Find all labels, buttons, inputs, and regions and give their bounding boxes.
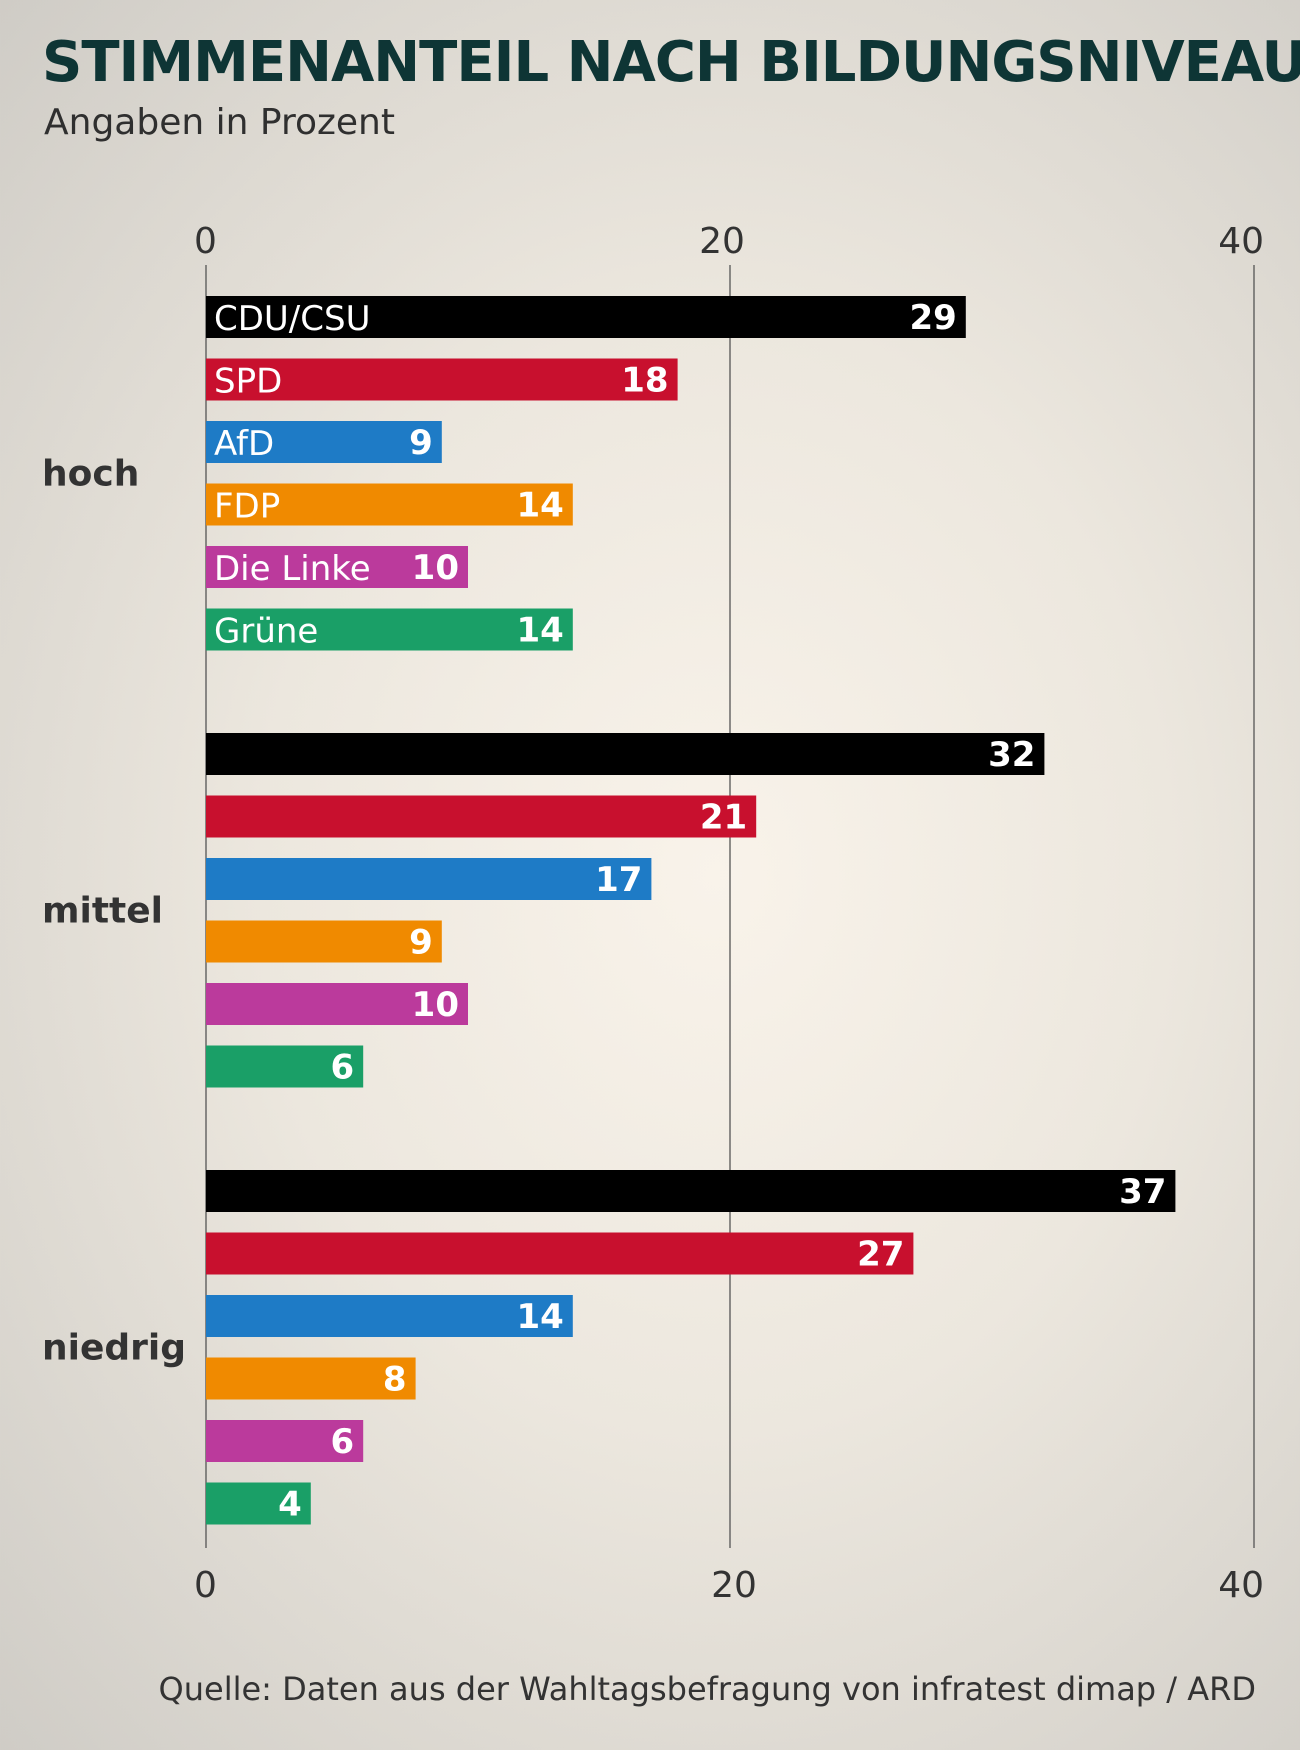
bar	[206, 795, 757, 838]
data-label: 37	[1119, 1172, 1166, 1212]
chart-title: STIMMENANTEIL NACH BILDUNGSNIVEAU	[42, 30, 1300, 95]
category-label: niedrig	[42, 1327, 186, 1368]
source-note: Quelle: Daten aus der Wahltagsbefragung …	[158, 1670, 1256, 1708]
bar	[206, 421, 442, 463]
series-label: AfD	[214, 424, 274, 464]
data-label: 6	[331, 1422, 355, 1462]
x-tick-label-bottom: 0	[194, 1565, 217, 1606]
data-label: 14	[516, 611, 563, 651]
data-label: 4	[278, 1485, 302, 1525]
data-label: 8	[383, 1360, 407, 1400]
x-tick-label-bottom: 20	[711, 1565, 757, 1606]
bar	[206, 858, 652, 900]
data-label: 29	[909, 298, 956, 338]
data-label: 21	[700, 798, 747, 838]
series-label: Grüne	[214, 612, 318, 652]
bar	[206, 983, 468, 1025]
data-label: 9	[409, 923, 433, 963]
data-label: 27	[857, 1235, 904, 1275]
data-label: 18	[621, 361, 668, 401]
bar	[206, 358, 678, 401]
bar	[206, 1295, 573, 1337]
chart-subtitle: Angaben in Prozent	[44, 102, 395, 143]
bar	[206, 1170, 1176, 1212]
bar	[206, 1045, 364, 1088]
x-tick-label-top: 0	[194, 221, 217, 262]
data-label: 14	[516, 486, 563, 526]
category-label: hoch	[42, 453, 139, 494]
category-label: mittel	[42, 890, 163, 931]
series-label: SPD	[214, 362, 282, 402]
x-tick-label-top: 20	[699, 221, 745, 262]
series-label: Die Linke	[214, 549, 371, 589]
bar	[206, 483, 573, 526]
data-label: 10	[412, 548, 459, 588]
data-label: 17	[595, 860, 642, 900]
data-label: 10	[412, 985, 459, 1025]
bar	[206, 733, 1045, 775]
data-label: 9	[409, 423, 433, 463]
bar	[206, 1420, 364, 1462]
series-label: FDP	[214, 487, 280, 527]
x-tick-label-top: 40	[1218, 221, 1264, 262]
data-label: 14	[516, 1297, 563, 1337]
data-label: 32	[988, 735, 1035, 775]
x-tick-label-bottom: 40	[1218, 1565, 1264, 1606]
bar	[206, 546, 468, 588]
bar	[206, 1232, 914, 1275]
series-label: CDU/CSU	[214, 299, 370, 339]
bar	[206, 608, 573, 651]
bar	[206, 1357, 416, 1400]
bar	[206, 1482, 311, 1525]
data-label: 6	[331, 1048, 355, 1088]
bar	[206, 920, 442, 963]
bar	[206, 296, 966, 338]
